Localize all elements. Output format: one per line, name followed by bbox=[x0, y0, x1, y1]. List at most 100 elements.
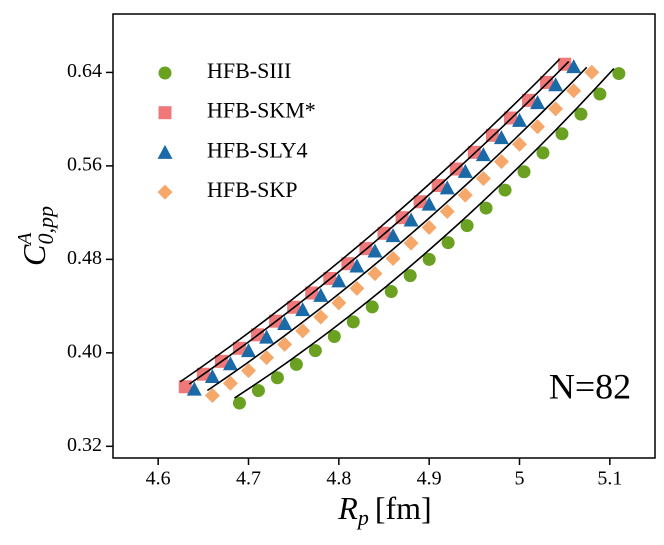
point bbox=[522, 93, 536, 107]
plot-frame bbox=[112, 13, 656, 459]
point bbox=[498, 183, 512, 197]
point bbox=[295, 302, 311, 317]
point bbox=[512, 112, 527, 127]
point bbox=[421, 196, 437, 211]
x-tick-label: 4.7 bbox=[236, 468, 261, 490]
point bbox=[584, 64, 600, 80]
annotation: N=82 bbox=[549, 366, 631, 406]
point bbox=[475, 147, 491, 162]
x-axis-label: Rp [fm] bbox=[337, 490, 431, 530]
point bbox=[259, 350, 275, 366]
point bbox=[536, 146, 550, 160]
legend-label: HFB-SIII bbox=[207, 58, 291, 83]
y-label-main: C bbox=[16, 244, 52, 266]
point bbox=[558, 57, 572, 71]
y-label-sub: 0,pp bbox=[33, 206, 58, 245]
point bbox=[259, 329, 275, 344]
point bbox=[232, 396, 246, 410]
point bbox=[439, 203, 455, 219]
point bbox=[204, 387, 220, 403]
y-tick-label: 0.48 bbox=[67, 247, 102, 269]
point bbox=[222, 356, 238, 371]
point bbox=[493, 154, 509, 170]
point bbox=[517, 165, 531, 179]
point bbox=[441, 236, 455, 250]
point bbox=[186, 381, 202, 396]
legend-marker bbox=[158, 106, 172, 120]
x-tick-label: 4.9 bbox=[417, 468, 442, 490]
point bbox=[313, 309, 329, 325]
point bbox=[277, 336, 293, 352]
point bbox=[439, 180, 455, 195]
point bbox=[331, 295, 347, 311]
y-tick-label: 0.56 bbox=[67, 153, 102, 175]
y-tick-label: 0.40 bbox=[67, 340, 102, 362]
x-label-sub: p bbox=[356, 505, 369, 530]
point bbox=[178, 380, 192, 394]
point bbox=[367, 266, 383, 282]
y-label-sup: A bbox=[14, 232, 36, 247]
point bbox=[479, 201, 493, 215]
point bbox=[530, 119, 546, 135]
x-tick-label: 5.1 bbox=[597, 468, 622, 490]
point bbox=[530, 95, 546, 110]
fit-line bbox=[179, 58, 561, 383]
legend-marker bbox=[158, 66, 172, 80]
point bbox=[422, 252, 436, 266]
point bbox=[460, 219, 474, 233]
point bbox=[349, 280, 365, 296]
point bbox=[574, 107, 588, 121]
x-label-main: R bbox=[337, 490, 358, 526]
point bbox=[204, 369, 220, 384]
point bbox=[331, 273, 347, 288]
point bbox=[555, 127, 569, 141]
legend-marker bbox=[157, 184, 173, 200]
x-label-unit: [fm] bbox=[375, 490, 432, 526]
point bbox=[403, 212, 419, 227]
point bbox=[540, 75, 554, 89]
point bbox=[403, 269, 417, 283]
point bbox=[512, 136, 527, 152]
point bbox=[475, 171, 491, 187]
point bbox=[493, 130, 509, 145]
point bbox=[365, 300, 379, 314]
legend-marker bbox=[157, 144, 173, 159]
point bbox=[346, 315, 360, 329]
point bbox=[241, 363, 256, 379]
point bbox=[566, 83, 582, 99]
x-tick-label: 4.6 bbox=[146, 468, 171, 490]
fit-line bbox=[188, 61, 570, 385]
point bbox=[313, 287, 329, 302]
legend-label: HFB-SLY4 bbox=[207, 137, 307, 162]
point bbox=[403, 235, 419, 251]
point bbox=[367, 243, 383, 258]
point bbox=[289, 357, 303, 371]
point bbox=[457, 163, 473, 178]
point bbox=[241, 343, 256, 358]
legend-label: HFB-SKM* bbox=[207, 98, 316, 123]
point bbox=[548, 101, 564, 117]
point bbox=[566, 59, 582, 74]
point bbox=[349, 258, 365, 273]
x-tick-label: 5 bbox=[515, 468, 525, 490]
y-tick-label: 0.64 bbox=[67, 60, 102, 82]
x-tick-label: 4.8 bbox=[326, 468, 351, 490]
point bbox=[593, 87, 607, 101]
point bbox=[295, 323, 311, 339]
fit-line bbox=[206, 66, 588, 392]
point bbox=[385, 228, 401, 243]
point bbox=[384, 285, 398, 298]
legend-label: HFB-SKP bbox=[207, 177, 297, 202]
point bbox=[548, 77, 564, 92]
y-tick-label: 0.32 bbox=[67, 434, 102, 456]
point bbox=[421, 219, 437, 235]
point bbox=[222, 375, 238, 391]
point bbox=[385, 251, 401, 267]
point bbox=[457, 187, 473, 203]
point bbox=[327, 329, 341, 343]
point bbox=[308, 344, 322, 358]
y-axis-label: CA0,pp bbox=[14, 206, 58, 266]
point bbox=[612, 67, 626, 81]
point bbox=[270, 371, 284, 385]
